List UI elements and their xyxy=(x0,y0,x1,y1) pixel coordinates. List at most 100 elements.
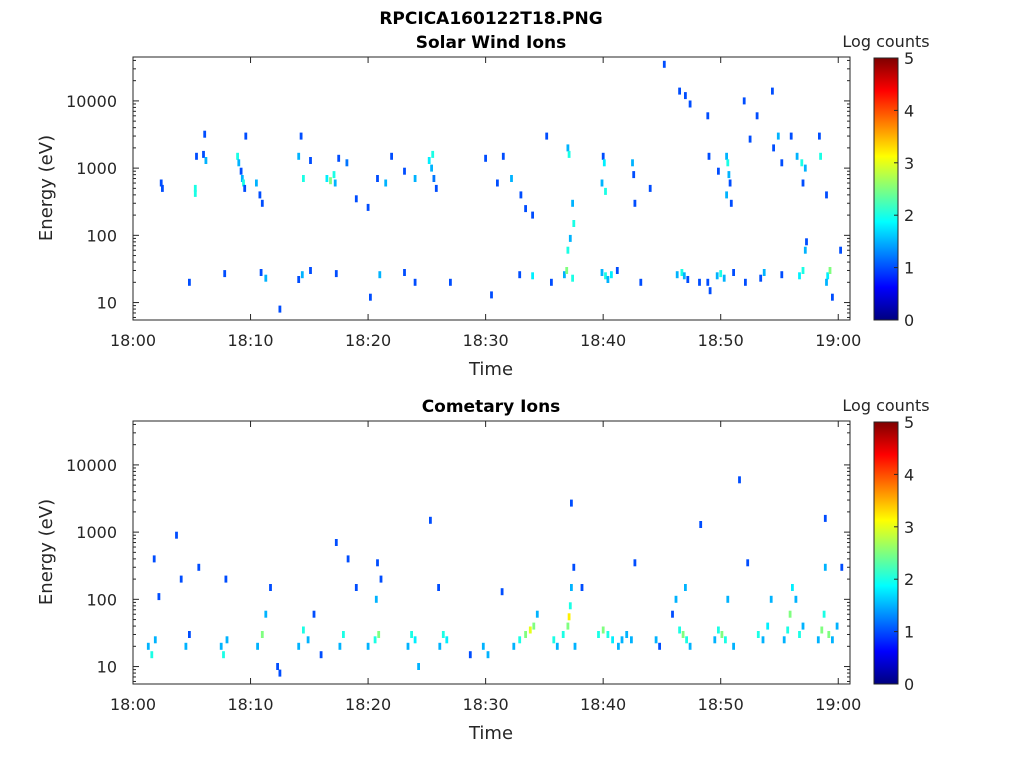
data-cell xyxy=(242,179,245,187)
data-cell xyxy=(782,636,786,644)
y-tick-label: 1000 xyxy=(76,523,117,542)
data-cell xyxy=(552,636,556,644)
data-cell xyxy=(219,642,223,650)
data-cell xyxy=(639,278,643,286)
colorbar-tick-label: 4 xyxy=(904,101,914,120)
x-tick-label: 18:30 xyxy=(463,695,509,714)
data-cell xyxy=(722,274,726,282)
panel-2-y-ticks: 10 100 1000 10000 xyxy=(66,423,850,682)
data-cell xyxy=(748,135,752,143)
data-cell xyxy=(150,651,154,659)
data-cell xyxy=(161,184,164,192)
data-cell xyxy=(801,267,805,274)
data-cell xyxy=(413,636,417,644)
data-cell xyxy=(606,631,610,638)
panel-1-plot-frame xyxy=(132,56,851,321)
data-cell xyxy=(259,269,263,276)
x-tick-label: 18:50 xyxy=(698,331,744,350)
data-cell xyxy=(193,189,197,197)
data-cell xyxy=(532,622,536,630)
y-tick-label: 100 xyxy=(86,590,117,609)
colorbar-tick-label: 5 xyxy=(904,413,914,432)
data-cell xyxy=(346,555,350,563)
data-cell xyxy=(746,559,750,567)
data-cell xyxy=(278,305,282,313)
data-cell xyxy=(535,610,539,618)
data-cell xyxy=(153,636,157,644)
data-cell xyxy=(572,563,576,571)
data-cell xyxy=(332,171,336,179)
y-tick-label: 10000 xyxy=(66,456,117,475)
data-cell xyxy=(243,184,247,192)
data-cell xyxy=(204,157,208,164)
data-cell xyxy=(366,642,370,650)
data-cell xyxy=(264,610,268,618)
data-cell xyxy=(354,195,358,203)
data-cell xyxy=(545,132,549,140)
data-cell xyxy=(531,272,534,280)
data-cell xyxy=(403,167,406,175)
data-cell xyxy=(410,631,413,638)
x-tick-label: 19:00 xyxy=(815,695,861,714)
data-cell xyxy=(620,636,624,644)
data-cell xyxy=(658,642,661,650)
colorbar-tick-label: 5 xyxy=(904,49,914,68)
data-cell xyxy=(430,164,433,172)
data-cell xyxy=(481,642,485,650)
colorbar-tick-label: 0 xyxy=(904,675,914,694)
data-cell xyxy=(306,636,310,644)
colorbar-tick-label: 2 xyxy=(904,206,914,225)
data-cell xyxy=(678,626,681,634)
data-cell xyxy=(434,184,438,192)
data-cell xyxy=(820,626,824,634)
data-cell xyxy=(717,626,720,634)
data-cell xyxy=(825,191,828,199)
data-cell xyxy=(256,642,259,650)
panel-2-plot-frame xyxy=(132,420,851,685)
data-cell xyxy=(566,144,570,152)
data-cell xyxy=(625,631,629,638)
data-cell xyxy=(152,555,156,563)
data-cell xyxy=(602,159,606,167)
data-cell xyxy=(225,636,229,644)
data-cell xyxy=(795,152,799,160)
data-cell xyxy=(518,636,522,644)
data-cell xyxy=(354,584,358,591)
data-cell xyxy=(761,636,765,644)
x-tick-label: 18:20 xyxy=(345,331,391,350)
y-tick-label: 1000 xyxy=(76,159,117,178)
data-cell xyxy=(725,191,728,199)
data-cell xyxy=(600,269,604,276)
figure-title: RPCICA160122T18.PNG xyxy=(379,9,602,29)
data-cell xyxy=(816,636,820,644)
data-cell xyxy=(329,177,332,185)
data-cell xyxy=(184,642,188,650)
x-tick-label: 18:40 xyxy=(580,331,626,350)
data-cell xyxy=(449,278,452,286)
data-cell xyxy=(604,187,607,195)
data-cell xyxy=(685,636,688,644)
data-cell xyxy=(715,272,719,280)
data-cell xyxy=(203,130,207,138)
data-cell xyxy=(384,179,388,187)
data-cell xyxy=(236,152,239,160)
data-cell xyxy=(717,167,720,175)
data-cell xyxy=(531,211,534,219)
data-cell xyxy=(188,631,191,638)
data-cell xyxy=(597,631,600,638)
data-cell xyxy=(342,631,345,638)
data-cell xyxy=(803,246,807,254)
data-cell xyxy=(334,270,338,278)
data-cell xyxy=(769,595,773,603)
data-cell xyxy=(732,642,735,650)
data-cell xyxy=(580,584,584,591)
data-cell xyxy=(840,563,844,571)
data-cell xyxy=(727,171,731,179)
data-cell xyxy=(766,622,770,630)
panel-2-xlabel: Time xyxy=(468,723,513,744)
data-cell xyxy=(490,291,493,299)
data-cell xyxy=(146,642,150,650)
data-cell xyxy=(278,669,282,677)
colorbar-tick-label: 1 xyxy=(904,623,914,642)
